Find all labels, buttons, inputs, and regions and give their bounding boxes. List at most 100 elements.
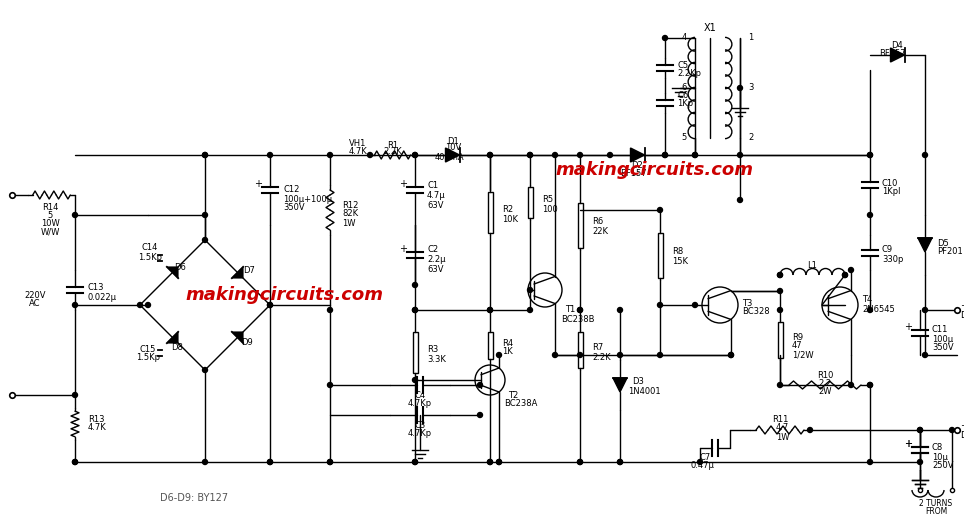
- Text: 10μ: 10μ: [932, 452, 948, 462]
- Circle shape: [868, 382, 872, 388]
- Circle shape: [918, 428, 923, 432]
- Text: 4.7Kp: 4.7Kp: [408, 398, 432, 408]
- Text: C15: C15: [140, 345, 156, 355]
- Circle shape: [577, 153, 582, 157]
- Circle shape: [552, 153, 557, 157]
- Text: R1: R1: [388, 140, 398, 150]
- Text: C11: C11: [932, 325, 949, 335]
- Text: C13: C13: [88, 284, 104, 292]
- Text: 4.7μ: 4.7μ: [427, 191, 445, 199]
- Text: 330p: 330p: [882, 254, 903, 264]
- Text: 63V: 63V: [427, 200, 443, 210]
- Text: +: +: [904, 439, 912, 449]
- Circle shape: [72, 303, 77, 307]
- Circle shape: [267, 303, 273, 307]
- Circle shape: [202, 460, 207, 465]
- Circle shape: [202, 153, 207, 157]
- Text: DC: DC: [960, 310, 964, 320]
- Circle shape: [413, 307, 417, 313]
- Text: C12: C12: [283, 186, 300, 194]
- Circle shape: [848, 267, 853, 272]
- Text: makingcircuits.com: makingcircuits.com: [555, 161, 753, 179]
- Text: 3.3K: 3.3K: [427, 355, 446, 363]
- Circle shape: [778, 288, 783, 293]
- Circle shape: [618, 353, 623, 358]
- Text: 10W: 10W: [40, 219, 60, 229]
- Circle shape: [868, 153, 872, 157]
- Circle shape: [950, 428, 954, 432]
- Text: 250V: 250V: [932, 462, 953, 470]
- Circle shape: [662, 153, 667, 157]
- Bar: [527, 187, 532, 218]
- Text: 2.2Kp: 2.2Kp: [677, 69, 701, 79]
- Circle shape: [146, 303, 150, 307]
- Circle shape: [778, 272, 783, 278]
- Polygon shape: [232, 332, 243, 343]
- Circle shape: [496, 353, 501, 358]
- Circle shape: [488, 460, 493, 465]
- Circle shape: [577, 353, 582, 358]
- Text: R6: R6: [592, 217, 603, 227]
- Text: T1: T1: [565, 305, 576, 315]
- Circle shape: [868, 153, 872, 157]
- Circle shape: [607, 153, 612, 157]
- Polygon shape: [232, 267, 243, 278]
- Text: W/W: W/W: [40, 228, 60, 236]
- Circle shape: [692, 153, 698, 157]
- Circle shape: [138, 303, 143, 307]
- Circle shape: [618, 307, 623, 313]
- Bar: [657, 232, 662, 278]
- Text: T2: T2: [508, 391, 519, 399]
- Circle shape: [843, 272, 847, 278]
- Text: 1Kpl: 1Kpl: [882, 188, 900, 196]
- Circle shape: [737, 197, 742, 203]
- Text: C8: C8: [932, 444, 943, 452]
- Text: C4: C4: [415, 391, 425, 399]
- Text: makingcircuits.com: makingcircuits.com: [185, 286, 383, 304]
- Text: +: +: [904, 321, 912, 332]
- Text: 350V: 350V: [932, 343, 953, 353]
- Bar: [488, 332, 493, 358]
- Text: 100: 100: [542, 205, 558, 213]
- Text: 2: 2: [748, 134, 753, 142]
- Text: 2W: 2W: [818, 387, 832, 395]
- Text: 10V: 10V: [444, 143, 461, 153]
- Circle shape: [72, 460, 77, 465]
- Text: R11: R11: [772, 415, 789, 425]
- Text: 1W: 1W: [776, 432, 790, 442]
- Circle shape: [413, 153, 417, 157]
- Text: 1K: 1K: [502, 347, 513, 357]
- Text: PF201: PF201: [937, 248, 963, 256]
- Text: R7: R7: [592, 343, 603, 353]
- Text: T3: T3: [742, 299, 752, 307]
- Text: R14: R14: [41, 204, 58, 212]
- Text: 63V: 63V: [427, 266, 443, 274]
- Text: 2.2K: 2.2K: [592, 353, 610, 361]
- Circle shape: [267, 460, 273, 465]
- Circle shape: [868, 460, 872, 465]
- Circle shape: [868, 212, 872, 217]
- Text: C3: C3: [415, 420, 426, 430]
- Text: BF157: BF157: [879, 49, 905, 59]
- Text: 1: 1: [748, 33, 753, 43]
- Text: C5: C5: [677, 62, 688, 70]
- Circle shape: [328, 460, 333, 465]
- Text: 1.5Kp: 1.5Kp: [138, 252, 162, 262]
- Circle shape: [729, 353, 734, 358]
- Text: BC238A: BC238A: [504, 399, 537, 409]
- Text: 0.022μ: 0.022μ: [88, 292, 117, 302]
- Text: R3: R3: [427, 345, 439, 355]
- Circle shape: [413, 460, 417, 465]
- Bar: [778, 322, 783, 358]
- Text: R5: R5: [542, 195, 553, 205]
- Text: R8: R8: [672, 248, 683, 256]
- Text: 1N4001: 1N4001: [628, 388, 660, 396]
- Circle shape: [267, 153, 273, 157]
- Circle shape: [577, 307, 582, 313]
- Text: L1: L1: [808, 261, 817, 269]
- Text: 5: 5: [682, 134, 687, 142]
- Text: 5: 5: [47, 211, 53, 221]
- Circle shape: [202, 368, 207, 373]
- Text: AC: AC: [29, 300, 40, 308]
- Text: 1Kp: 1Kp: [677, 100, 693, 108]
